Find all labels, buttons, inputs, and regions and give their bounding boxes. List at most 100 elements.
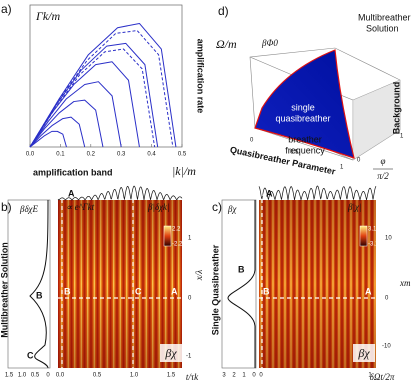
- field-box: [160, 344, 182, 362]
- plot-frame: [29, 4, 183, 148]
- panel-label: b): [1, 200, 12, 214]
- axis-label: x/λ: [194, 270, 204, 281]
- point-label: A: [266, 188, 273, 198]
- profile-label: βχ: [227, 204, 237, 214]
- quasibreather-surface: [254, 49, 355, 159]
- tick-label: 0.5: [31, 373, 40, 379]
- profile-frame: [7, 199, 51, 369]
- tick-label: 3: [222, 373, 226, 379]
- profile-curve: [29, 199, 49, 369]
- phi-num: φ: [381, 156, 386, 166]
- tick-label: -10: [382, 344, 391, 350]
- tick-label: 0: [250, 138, 254, 144]
- tick-label: 1.5: [167, 373, 176, 379]
- side-title: Multibreather Solution: [0, 242, 9, 338]
- curve: [29, 61, 140, 148]
- field-box: [353, 344, 375, 362]
- x-tick-label: 0.1: [56, 152, 65, 158]
- panel-label: d): [218, 4, 229, 18]
- tick-label: 0: [46, 373, 50, 379]
- tick-label: 1.0: [130, 373, 139, 379]
- heatmap-shade: [58, 200, 182, 368]
- tick-label: 10: [385, 236, 392, 242]
- note: Solution: [366, 23, 399, 33]
- panel-label: a): [1, 2, 12, 16]
- curve: [29, 116, 86, 148]
- side-face: [353, 80, 400, 160]
- side-title: Single Quasibreather: [210, 244, 220, 335]
- point-label: B: [263, 286, 270, 296]
- curve-label: frequency: [285, 145, 325, 155]
- x-axis-unit: |k|/m: [172, 164, 196, 178]
- tick-label: 1.0: [18, 373, 27, 379]
- point-label: A: [68, 188, 75, 198]
- curve: [29, 42, 159, 148]
- note: Multibreather: [358, 12, 411, 22]
- tick-label: 0: [357, 158, 361, 164]
- surface-label: single: [291, 102, 315, 112]
- heatmap-shade: [259, 200, 376, 368]
- point-label: A: [365, 286, 372, 296]
- colorbar-label: 3.1: [368, 227, 377, 233]
- axis-label: t/τk: [186, 372, 199, 382]
- point-label: A: [171, 286, 178, 296]
- x-tick-label: 0.3: [117, 152, 126, 158]
- point-label: B: [64, 286, 71, 296]
- profile-label: βδχE: [19, 204, 38, 214]
- colorbar: [359, 225, 368, 247]
- panel-a: a) Γk/m amplification rate amplification…: [1, 2, 206, 178]
- y-axis-label: Background: [391, 82, 401, 135]
- profile-frame: [221, 199, 257, 369]
- axis-label: δΩt/2π: [370, 372, 395, 382]
- colorbar: [163, 225, 172, 247]
- tick-label: 0: [252, 373, 256, 379]
- tick-label: 0.0: [56, 373, 65, 379]
- point-label: C: [135, 286, 142, 296]
- tick-label: 0.5: [290, 150, 299, 156]
- tick-label: 2: [232, 373, 236, 379]
- phi-label: βΦ0: [261, 38, 278, 48]
- tick-label: 1: [400, 134, 404, 140]
- x-tick-label: 0.5: [178, 152, 187, 158]
- curve-label: breather: [288, 134, 322, 144]
- axis-label: xm: [399, 278, 411, 288]
- surface-label: quasibreather: [275, 113, 330, 123]
- y-axis-label: amplification rate: [196, 39, 206, 114]
- tick-label: 1: [188, 236, 192, 242]
- envelope-signal: [57, 185, 183, 201]
- curve: [29, 130, 67, 148]
- envelope-signal: [258, 185, 377, 202]
- field-label: βχ: [164, 346, 177, 360]
- chart-title: Γk/m: [35, 9, 60, 23]
- tick-label: 0: [259, 373, 263, 379]
- tick-label: 1: [242, 373, 246, 379]
- colorbar-label: 2.2: [172, 227, 181, 233]
- growth-label: ∝ e^Γkt: [66, 202, 95, 212]
- tick-label: -1: [186, 354, 192, 360]
- panel-label: c): [212, 200, 222, 214]
- curve: [29, 81, 122, 148]
- phi-den: π/2: [377, 171, 389, 181]
- tick-label: 1: [368, 373, 372, 379]
- x-axis-label: amplification band: [33, 167, 113, 177]
- tick-label: 1: [340, 165, 344, 171]
- envelope-label: β|χ|: [347, 202, 361, 212]
- panel-c: c) Single Quasibreather βχ B 3 2 1 0 A β…: [210, 185, 411, 382]
- point-label: C: [27, 350, 34, 360]
- field-label: βχ: [357, 346, 370, 360]
- point-label: B: [238, 264, 245, 274]
- x-tick-label: 0.2: [87, 152, 96, 158]
- tick-label: 1.5: [5, 373, 14, 379]
- point-label: B: [36, 290, 43, 300]
- panel-d: d) Ω/m βΦ0 Multibreather Solution single…: [216, 4, 411, 181]
- x-tick-label: 0.0: [26, 152, 35, 158]
- colorbar-label: -3.1: [368, 242, 379, 248]
- profile-curve: [227, 200, 256, 368]
- tick-label: 0: [385, 296, 389, 302]
- tick-label: 0: [188, 296, 192, 302]
- z-axis-label: Ω/m: [216, 37, 237, 51]
- tick-label: 0.5: [93, 373, 102, 379]
- curve: [29, 22, 177, 148]
- curve: [29, 48, 156, 148]
